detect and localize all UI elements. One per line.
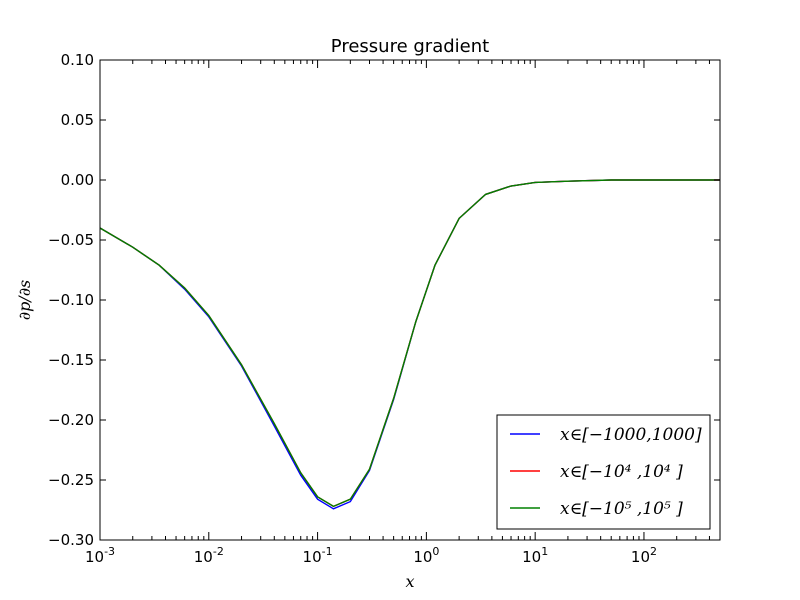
x-tick-base: 10 [522,548,541,566]
x-tick-label: 102 [631,545,657,566]
y-tick-label: −0.15 [48,351,94,369]
x-axis: 10-3 10-2 10-1 100 101 102 [85,60,721,566]
legend-label-3: x∈[−10⁵ ,10⁵ ] [560,499,683,519]
x-axis-label: x [405,572,414,591]
y-tick-label: 0.05 [61,111,94,129]
chart-title: Pressure gradient [331,36,489,57]
x-tick-exponent: 1 [541,545,548,558]
legend-label-1: x∈[−1000,1000] [560,425,702,445]
x-tick-base: 10 [85,548,104,566]
y-tick-label: −0.20 [48,411,94,429]
y-tick-label: −0.30 [48,531,94,549]
x-tick-label: 10-1 [303,545,333,566]
y-tick-label: −0.05 [48,231,94,249]
y-tick-label: −0.10 [48,291,94,309]
y-tick-label: −0.25 [48,471,94,489]
x-tick-base: 10 [631,548,650,566]
x-tick-exponent: 0 [432,545,439,558]
x-tick-exponent: -1 [322,545,333,558]
legend: x∈[−1000,1000] x∈[−10⁴ ,10⁴ ] x∈[−10⁵ ,10⁵… [496,414,711,530]
y-axis-label: ∂p/∂s [15,280,34,320]
legend-label-2: x∈[−10⁴ ,10⁴ ] [560,462,683,482]
x-tick-label: 101 [522,545,548,566]
y-axis: 0.10 0.05 0.00 −0.05 −0.10 −0.15 −0.20 −0.25 −0.… [48,51,720,549]
x-tick-base: 10 [303,548,322,566]
plot-area [99,179,720,510]
x-tick-label: 10-3 [85,545,115,566]
x-tick-base: 10 [194,548,213,566]
x-tick-label: 100 [413,545,439,566]
x-tick-exponent: -2 [213,545,224,558]
x-tick-exponent: -3 [104,545,115,558]
x-tick-base: 10 [413,548,432,566]
x-tick-label: 10-2 [194,545,224,566]
y-tick-label: 0.00 [61,171,94,189]
series-line-3 [99,179,720,508]
y-tick-label: 0.10 [61,51,94,69]
x-tick-exponent: 2 [650,545,657,558]
